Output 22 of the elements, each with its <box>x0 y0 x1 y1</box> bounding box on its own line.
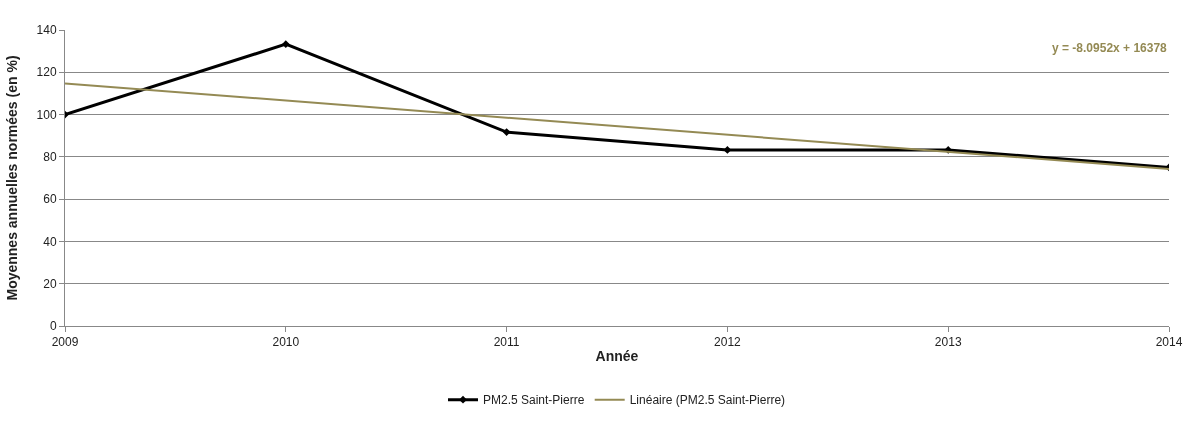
y-tick-label: 120 <box>36 65 57 80</box>
y-tick-label: 100 <box>36 107 57 122</box>
x-tick-label: 2009 <box>51 335 79 350</box>
point <box>723 145 732 154</box>
legend-label: Linéaire (PM2.5 Saint-Pierre) <box>629 393 786 408</box>
x-tick-label: 2013 <box>934 335 962 350</box>
y-tick-label: 80 <box>43 150 57 165</box>
y-axis-title: Moyennes annuelles normées (en %) <box>4 55 21 301</box>
annotation: y = -8.0952x + 16378 <box>1052 41 1168 55</box>
point <box>502 128 511 137</box>
x-tick-label: 2011 <box>493 335 520 350</box>
x-tick-label: 2010 <box>272 335 300 350</box>
y-tick-label: 20 <box>43 276 57 291</box>
y-tick-label: 40 <box>43 234 57 249</box>
point <box>281 40 290 49</box>
y-tick-label: 140 <box>36 23 57 38</box>
y-tick-label: 60 <box>43 192 57 207</box>
x-tick-label: 2014 <box>1155 335 1183 350</box>
x-tick-label: 2012 <box>714 335 742 350</box>
y-tick-label: 0 <box>49 319 57 334</box>
legend-label: PM2.5 Saint-Pierre <box>483 393 585 408</box>
x-axis-title: Année <box>595 347 639 364</box>
